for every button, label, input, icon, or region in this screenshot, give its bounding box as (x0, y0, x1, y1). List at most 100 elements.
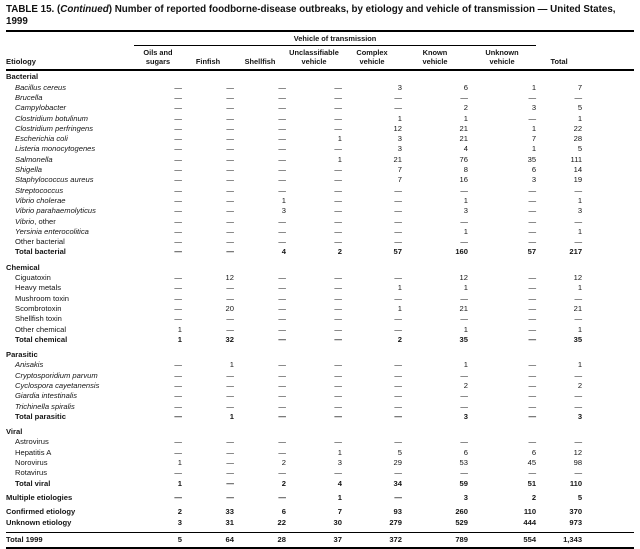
etiology-label: Multiple etiologies (6, 492, 73, 502)
value-cell: — (460, 468, 468, 478)
table-row: Astrovirus — — — — — — — — (6, 437, 634, 447)
value-cell: — (394, 314, 402, 324)
value-cell: 4 (463, 144, 468, 154)
etiology-label: Clostridium botulinum (15, 113, 89, 123)
value-cell: — (334, 144, 342, 154)
value-cell: — (394, 273, 402, 283)
etiology-label: Astrovirus (15, 437, 49, 447)
value-cell: 1 (463, 360, 468, 370)
spacer-cell (582, 304, 634, 314)
value-cell: 21 (459, 123, 468, 133)
value-cell: 6 (463, 82, 468, 92)
value-cell: 12 (573, 273, 583, 283)
spacer-cell (582, 144, 634, 154)
value-cell: 3 (463, 411, 468, 421)
etiology-label: Total 1999 (6, 531, 134, 546)
value-cell: — (394, 360, 402, 370)
value-cell: — (226, 206, 234, 216)
spacer-cell (582, 412, 634, 422)
table-row: Shigella — — — — 7 8 6 14 (6, 165, 634, 175)
value-cell: — (174, 123, 182, 133)
value-cell: — (174, 303, 182, 313)
value-cell: — (278, 165, 286, 175)
value-cell: 19 (573, 175, 583, 185)
value-cell: — (528, 370, 537, 380)
value-cell: — (394, 468, 402, 478)
table-row: Giardia intestinalis — — — — — — — — (6, 391, 634, 401)
value-cell: — (574, 314, 583, 324)
value-cell: — (278, 303, 286, 313)
value-cell: — (226, 185, 234, 195)
vehicle-span-header: Vehicle of transmission (134, 32, 537, 47)
value-cell: — (174, 411, 182, 421)
value-cell: — (174, 134, 182, 144)
value-cell: 2 (281, 458, 286, 468)
value-cell: — (334, 185, 342, 195)
value-cell: 260 (455, 507, 468, 517)
value-cell: — (334, 314, 342, 324)
value-cell: — (394, 92, 402, 102)
value-cell: 1 (463, 195, 468, 205)
table-row: Cryptosporidium parvum — — — — — — — — (6, 371, 634, 381)
etiology-label: Vibrio parahaemolyticus (15, 206, 96, 216)
value-cell: 1 (177, 324, 182, 334)
value-cell: — (278, 380, 286, 390)
value-cell: — (278, 237, 286, 247)
table-row: Salmonella — — — 1 21 76 35 111 (6, 155, 634, 165)
value-cell: 1 (397, 283, 402, 293)
spacer-cell (582, 165, 634, 175)
section-header-row: Viral (6, 426, 634, 437)
table-row: Total 1999 5 64 28 37 372 789 554 1,343 (6, 531, 635, 546)
value-cell: — (278, 447, 286, 457)
value-cell: — (278, 216, 286, 226)
value-cell: — (174, 216, 182, 226)
value-cell: 3 (531, 175, 537, 185)
value-cell: 35 (527, 154, 537, 164)
value-cell: — (226, 195, 234, 205)
value-cell: — (278, 283, 286, 293)
value-cell: 21 (393, 154, 402, 164)
value-cell: — (174, 283, 182, 293)
value-cell: 1 (337, 492, 342, 502)
value-cell: — (528, 216, 537, 226)
section-header: Parasitic (6, 350, 38, 360)
table-row: Ciguatoxin — 12 — — — 12 — 12 (6, 273, 634, 283)
value-cell: — (334, 370, 342, 380)
value-cell: — (226, 447, 234, 457)
spacer-cell (582, 283, 634, 293)
table-row: Total bacterial — — 4 2 57 160 57 217 (6, 247, 634, 257)
value-cell: — (394, 195, 402, 205)
value-cell: 8 (463, 165, 468, 175)
etiology-label: Rotavirus (15, 468, 48, 478)
etiology-label: Hepatitis A (15, 447, 52, 457)
value-cell: 1,343 (536, 531, 583, 546)
value-cell: — (226, 216, 234, 226)
value-cell: — (226, 380, 234, 390)
table-row: Norovirus 1 — 2 3 29 53 45 98 (6, 458, 634, 468)
value-cell: — (278, 324, 286, 334)
value-cell: — (528, 334, 537, 344)
etiology-label: Norovirus (15, 458, 48, 468)
etiology-label: Ciguatoxin (15, 273, 51, 283)
value-cell: — (394, 380, 402, 390)
spacer-cell (582, 381, 634, 391)
value-cell: 1 (577, 360, 583, 370)
column-header-finfish: Finfish (182, 45, 234, 72)
value-cell: — (334, 324, 342, 334)
value-cell: 7 (337, 507, 342, 517)
spacer-cell (582, 103, 634, 113)
value-cell: — (394, 226, 402, 236)
value-cell: — (226, 237, 234, 247)
value-cell: — (394, 216, 402, 226)
value-cell: — (174, 492, 182, 502)
value-cell: — (174, 401, 182, 411)
value-cell: 22 (277, 517, 286, 527)
value-cell: — (226, 165, 234, 175)
value-cell: 7 (577, 82, 583, 92)
value-cell: — (226, 82, 234, 92)
value-cell: 59 (459, 478, 468, 488)
value-cell: 30 (333, 517, 342, 527)
value-cell: — (278, 134, 286, 144)
value-cell: — (174, 447, 182, 457)
table-row: Streptococcus — — — — — — — — (6, 186, 634, 196)
